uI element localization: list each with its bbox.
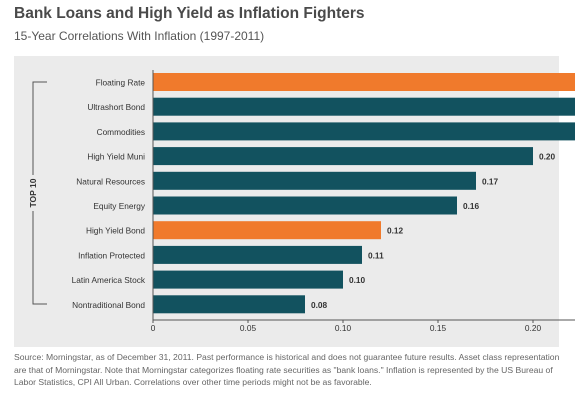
category-label: Equity Energy bbox=[93, 201, 146, 211]
bar-3 bbox=[153, 147, 533, 166]
bar-1 bbox=[153, 97, 575, 116]
category-label: High Yield Muni bbox=[87, 152, 145, 162]
value-label: 0.08 bbox=[311, 300, 328, 310]
x-tick-label: 0.20 bbox=[525, 323, 542, 333]
bar-2 bbox=[153, 122, 575, 141]
x-tick-label: 0.15 bbox=[430, 323, 447, 333]
category-label: Latin America Stock bbox=[72, 275, 146, 285]
value-label: 0.20 bbox=[539, 152, 556, 162]
value-label: 0.12 bbox=[387, 226, 404, 236]
category-label: Floating Rate bbox=[96, 78, 146, 88]
category-label: Natural Resources bbox=[76, 176, 145, 186]
chart-title: Bank Loans and High Yield as Inflation F… bbox=[14, 5, 365, 22]
group-label: TOP 10 bbox=[28, 178, 38, 207]
x-tick-label: 0 bbox=[151, 323, 156, 333]
bar-5 bbox=[153, 196, 457, 215]
value-label: 0.17 bbox=[482, 176, 499, 186]
bracket-label-gap bbox=[27, 175, 39, 211]
x-tick-label: 0.05 bbox=[240, 323, 257, 333]
category-label: Inflation Protected bbox=[78, 250, 145, 260]
bar-9 bbox=[153, 295, 305, 314]
chart-subtitle: 15-Year Correlations With Inflation (199… bbox=[14, 29, 265, 43]
value-label: 0.11 bbox=[368, 250, 384, 260]
value-label: 0.10 bbox=[349, 275, 366, 285]
bar-7 bbox=[153, 245, 362, 264]
bar-6 bbox=[153, 221, 381, 240]
category-label: High Yield Bond bbox=[86, 226, 145, 236]
bar-0 bbox=[153, 73, 575, 91]
bar-8 bbox=[153, 270, 343, 289]
category-label: Nontraditional Bond bbox=[72, 300, 145, 310]
value-label: 0.16 bbox=[463, 201, 480, 211]
source-note: Source: Morningstar, as of December 31, … bbox=[14, 352, 560, 388]
bar-4 bbox=[153, 171, 476, 190]
category-label: Ultrashort Bond bbox=[87, 102, 145, 112]
category-label: Commodities bbox=[97, 127, 145, 137]
x-tick-label: 0.10 bbox=[335, 323, 352, 333]
